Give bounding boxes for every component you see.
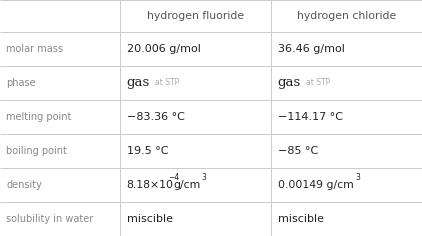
Text: at STP: at STP [155, 78, 179, 87]
Text: 20.006 g/mol: 20.006 g/mol [127, 44, 200, 54]
Text: −114.17 °C: −114.17 °C [278, 112, 343, 122]
Text: gas: gas [278, 76, 301, 89]
Text: 19.5 °C: 19.5 °C [127, 146, 168, 156]
Text: melting point: melting point [6, 112, 72, 122]
Text: boiling point: boiling point [6, 146, 67, 156]
Text: hydrogen chloride: hydrogen chloride [297, 11, 396, 21]
Text: miscible: miscible [127, 214, 173, 224]
Text: solubility in water: solubility in water [6, 214, 94, 224]
Text: gas: gas [127, 76, 150, 89]
Text: −85 °C: −85 °C [278, 146, 318, 156]
Text: 0.00149 g/cm: 0.00149 g/cm [278, 180, 354, 190]
Text: 3: 3 [202, 173, 207, 182]
Text: miscible: miscible [278, 214, 324, 224]
Text: phase: phase [6, 78, 36, 88]
Text: 3: 3 [356, 173, 361, 182]
Text: molar mass: molar mass [6, 44, 63, 54]
Text: −4: −4 [168, 173, 179, 182]
Text: g/cm: g/cm [174, 180, 201, 190]
Text: at STP: at STP [306, 78, 330, 87]
Text: density: density [6, 180, 42, 190]
Text: hydrogen fluoride: hydrogen fluoride [147, 11, 244, 21]
Text: 8.18×10: 8.18×10 [127, 180, 173, 190]
Text: 36.46 g/mol: 36.46 g/mol [278, 44, 344, 54]
Text: −83.36 °C: −83.36 °C [127, 112, 184, 122]
